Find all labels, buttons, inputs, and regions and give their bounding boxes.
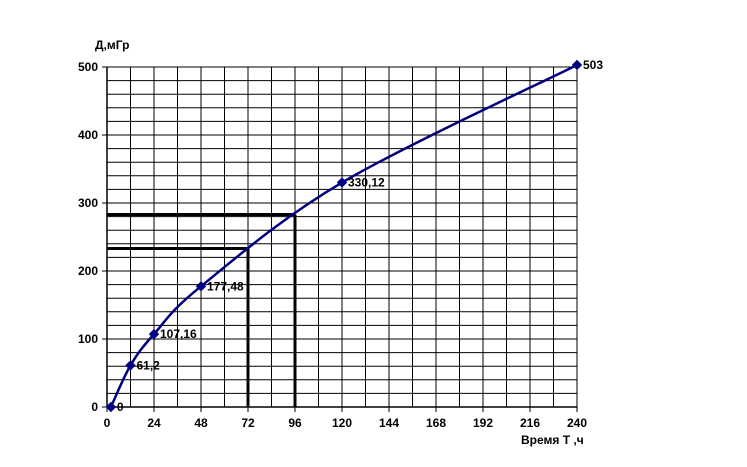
grid <box>106 66 578 408</box>
data-label: 177,48 <box>207 279 244 293</box>
y-tick-label: 200 <box>78 264 98 278</box>
data-label: 0 <box>117 400 124 414</box>
x-tick-label: 120 <box>332 416 352 430</box>
y-tick-label: 500 <box>78 60 98 74</box>
y-tick-label: 400 <box>78 128 98 142</box>
x-axis-title: Время Т ,ч <box>521 433 584 447</box>
y-axis-title: Д,мГр <box>95 38 129 52</box>
x-tick-label: 144 <box>379 416 399 430</box>
x-tick-label: 72 <box>241 416 255 430</box>
x-tick-label: 96 <box>288 416 302 430</box>
guide-lines <box>107 213 297 407</box>
data-label: 503 <box>583 58 603 72</box>
y-tick-label: 0 <box>91 400 98 414</box>
data-point <box>148 328 160 340</box>
x-tick-label: 240 <box>567 416 587 430</box>
y-tick-label: 100 <box>78 332 98 346</box>
data-label: 61,2 <box>137 358 161 372</box>
data-label: 330,12 <box>348 176 385 190</box>
axes <box>102 66 578 412</box>
x-tick-label: 48 <box>194 416 208 430</box>
y-tick-label: 300 <box>78 196 98 210</box>
x-tick-label: 192 <box>473 416 493 430</box>
data-point <box>125 360 136 371</box>
data-label: 107,16 <box>160 327 197 341</box>
x-tick-label: 24 <box>147 416 161 430</box>
data-point <box>195 281 207 292</box>
data-point <box>105 401 117 413</box>
tick-labels: 0 100 200 300 400 500 0 24 48 72 96 120 144 168 192 216… <box>78 60 587 430</box>
data-point <box>571 59 583 71</box>
x-tick-label: 0 <box>104 416 111 430</box>
data-point <box>336 177 348 188</box>
x-tick-label: 216 <box>520 416 540 430</box>
x-tick-label: 168 <box>426 416 446 430</box>
series-layer: 0 61,2 107,16 177,48 330,12 503 <box>105 58 603 414</box>
